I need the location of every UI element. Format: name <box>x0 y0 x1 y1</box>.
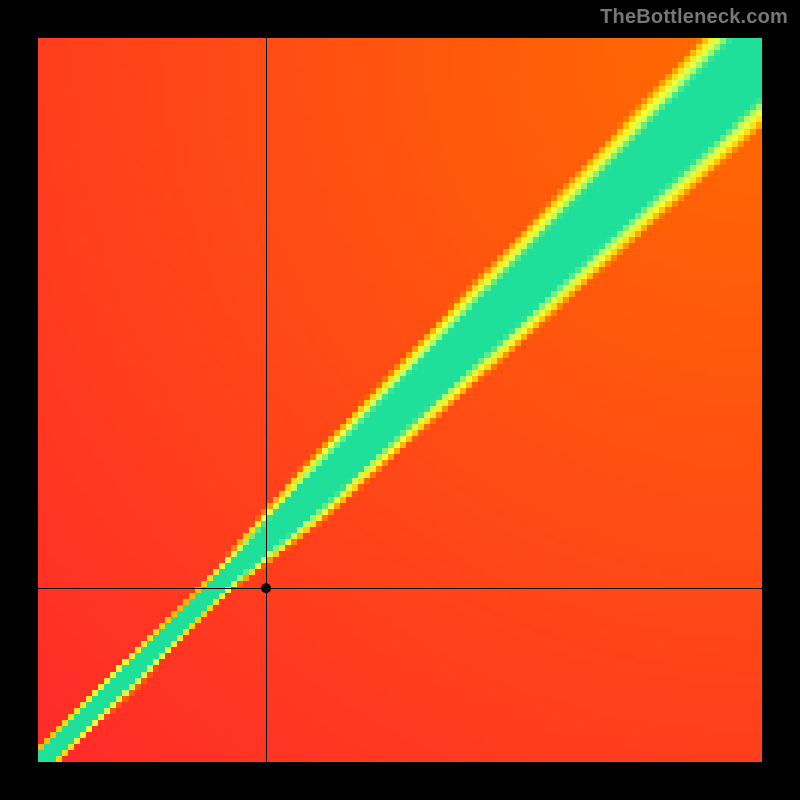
heatmap-canvas <box>38 38 762 762</box>
plot-area <box>38 38 762 762</box>
watermark-label: TheBottleneck.com <box>600 6 788 29</box>
figure-frame: TheBottleneck.com <box>0 0 800 800</box>
